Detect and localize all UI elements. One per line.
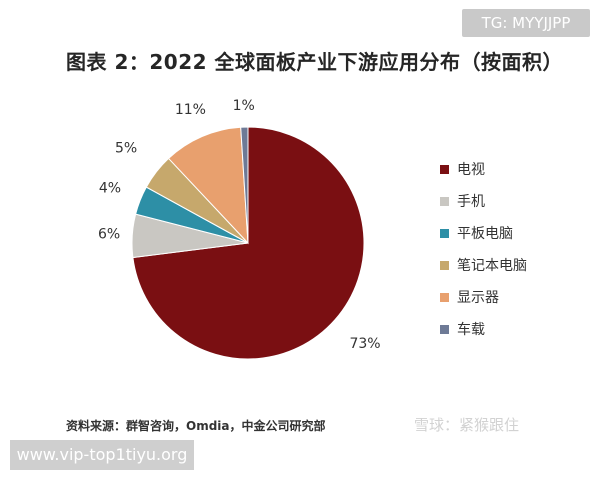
legend-label: 平板电脑 [457, 226, 513, 242]
label-tv: 73% [349, 336, 380, 352]
legend-item-tablet: 平板电脑 [440, 217, 527, 249]
url-badge: www.vip-top1tiyu.org [10, 440, 194, 470]
legend-swatch [440, 228, 449, 238]
legend-label: 电视 [457, 162, 485, 178]
label-tablet: 4% [99, 180, 121, 196]
legend-label: 笔记本电脑 [457, 258, 527, 274]
legend-item-phone: 手机 [440, 185, 527, 217]
legend-item-monitor: 显示器 [440, 281, 527, 313]
chart-title: 图表 2：2022 全球面板产业下游应用分布（按面积） [66, 50, 564, 74]
legend: 电视 手机 平板电脑 笔记本电脑 显示器 车载 [440, 153, 527, 345]
legend-swatch [440, 260, 449, 270]
pie-slices [131, 126, 365, 360]
watermark: 雪球：紧猴跟住 [414, 416, 520, 434]
legend-label: 手机 [457, 194, 485, 210]
label-monitor: 11% [175, 102, 206, 118]
legend-item-tv: 电视 [440, 153, 527, 185]
source-note: 资料来源：群智咨询，Omdia，中金公司研究部 [66, 419, 326, 433]
legend-swatch [440, 324, 449, 334]
label-vehicle: 1% [233, 98, 255, 114]
legend-swatch [440, 164, 449, 174]
legend-item-vehicle: 车载 [440, 313, 527, 345]
slice-monitor [167, 126, 249, 245]
label-phone: 6% [98, 226, 120, 242]
tg-badge: TG: MYYJJPP [462, 9, 590, 37]
legend-swatch [440, 196, 449, 206]
legend-swatch [440, 292, 449, 302]
pie-labels: 73% 6% 4% 5% 11% 1% [98, 98, 381, 352]
slice-vehicle [240, 126, 249, 244]
label-laptop: 5% [115, 140, 137, 156]
legend-label: 车载 [457, 322, 485, 338]
legend-label: 显示器 [457, 290, 499, 306]
legend-item-laptop: 笔记本电脑 [440, 249, 527, 281]
